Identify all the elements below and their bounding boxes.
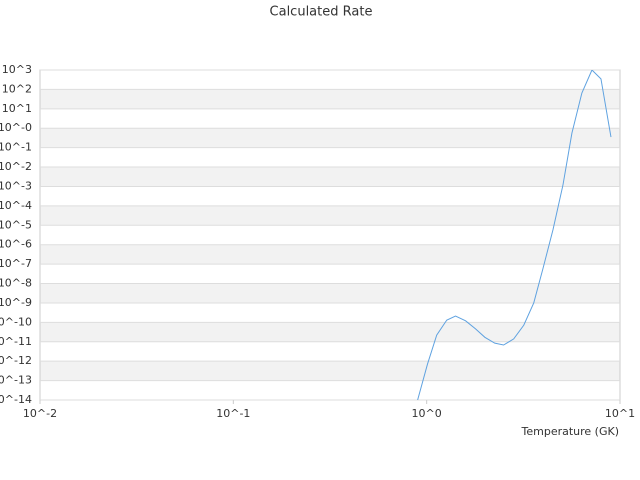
y-tick-label: 10^-13 (0, 374, 32, 387)
x-axis-label: Temperature (GK) (521, 425, 620, 438)
chart-title: Calculated Rate (270, 5, 373, 20)
y-tick-label: 10^-0 (0, 121, 32, 134)
y-tick-label: 10^-2 (0, 160, 32, 173)
y-tick-label: 10^2 (2, 82, 32, 95)
grid-band (40, 89, 620, 109)
y-tick-label: 10^-7 (0, 257, 32, 270)
y-tick-label: 10^1 (2, 102, 32, 115)
grid-band (40, 244, 620, 265)
grid-band (40, 167, 620, 187)
y-tick-label: 10^3 (2, 63, 32, 76)
plot-bands (40, 89, 620, 381)
y-tick-label: 10^-10 (0, 315, 32, 328)
y-tick-label: 10^-5 (0, 218, 32, 231)
plot-area (39, 69, 621, 401)
grid-band (40, 361, 620, 381)
grid-band (40, 205, 620, 226)
y-tick-label: 10^-4 (0, 199, 32, 212)
y-tick-label: 10^-6 (0, 238, 32, 251)
y-tick-label: 10^-12 (0, 354, 32, 367)
x-tick-label: 10^-2 (23, 407, 57, 420)
y-tick-label: 10^-9 (0, 296, 32, 309)
x-tick-label: 10^0 (412, 407, 442, 420)
x-tick-label: 10^-1 (216, 407, 250, 420)
y-tick-label: 10^-8 (0, 277, 32, 290)
y-tick-label: 10^-14 (0, 393, 32, 406)
grid-band (40, 128, 620, 148)
line-series (417, 70, 612, 400)
y-tick-label: 10^-3 (0, 179, 32, 192)
grid-band (40, 283, 620, 303)
y-tick-label: 10^-1 (0, 141, 32, 154)
grid-band (40, 322, 620, 342)
x-tick-label: 10^1 (605, 407, 635, 420)
y-tick-label: 10^-11 (0, 335, 32, 348)
